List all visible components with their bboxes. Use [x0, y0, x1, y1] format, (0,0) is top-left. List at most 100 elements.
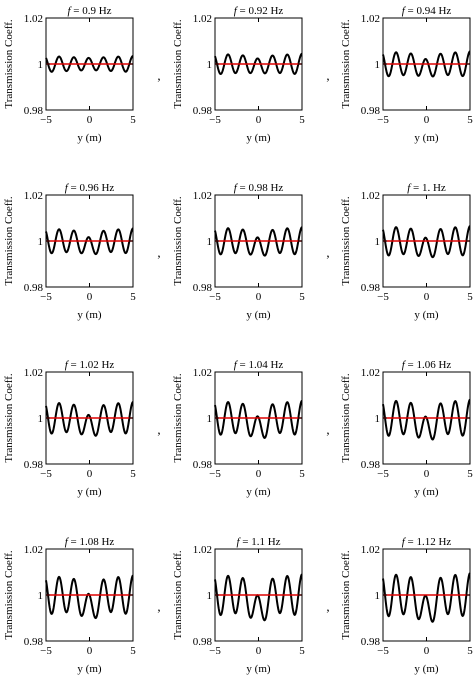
- x-tick-label: −5: [209, 114, 221, 126]
- x-tick-label: 5: [467, 114, 473, 126]
- chart-title: f = 0.92 Hz: [234, 5, 284, 17]
- series-response-line: [382, 50, 471, 78]
- title-equals: =: [410, 182, 422, 194]
- x-tick-label: 5: [299, 468, 305, 480]
- y-tick-label: 0.98: [24, 459, 44, 471]
- y-tick-label: 1: [38, 236, 44, 248]
- x-tick-label: 5: [130, 291, 136, 303]
- chart-title: f = 1.12 Hz: [402, 536, 452, 548]
- series-response-line: [382, 225, 471, 259]
- title-variable: f: [65, 182, 70, 194]
- y-tick-label: 1.02: [193, 190, 212, 202]
- title-unit: Hz: [268, 359, 284, 371]
- title-unit: Hz: [436, 359, 452, 371]
- x-axis-label: y (m): [414, 132, 438, 144]
- x-tick-label: 0: [424, 468, 430, 480]
- y-tick-label: 1: [207, 236, 213, 248]
- x-tick-label: 5: [130, 114, 136, 126]
- chart-panel: f = 1.08 Hz 0.98 1 1.02 −5 0 5 y (m) Transmissio…: [3, 536, 161, 675]
- x-axis-label: y (m): [246, 663, 270, 675]
- chart-title: f = 1.1 Hz: [236, 536, 280, 548]
- title-equals: =: [405, 359, 417, 371]
- series-response-line: [45, 401, 134, 437]
- y-tick-label: 1.02: [361, 544, 380, 556]
- y-tick-label: 1.02: [361, 13, 380, 25]
- chart-title: f = 1.04 Hz: [234, 359, 284, 371]
- y-tick-label: 1.02: [361, 190, 380, 202]
- panel-separator: ,: [157, 422, 160, 437]
- x-tick-label: 0: [256, 645, 262, 657]
- title-unit: Hz: [99, 182, 115, 194]
- y-axis-label: Transmission Coeff.: [3, 373, 15, 462]
- title-variable: f: [234, 359, 239, 371]
- title-unit: Hz: [265, 536, 281, 548]
- y-tick-label: 0.98: [361, 459, 381, 471]
- title-frequency-value: 1.06: [416, 359, 436, 371]
- title-equals: =: [240, 536, 252, 548]
- title-frequency-value: 0.94: [416, 5, 436, 17]
- panel-separator: ,: [326, 245, 329, 260]
- chart-title: f = 0.9 Hz: [67, 5, 111, 17]
- chart-panel: f = 0.94 Hz 0.98 1 1.02 −5 0 5 y (m) Transmissio…: [340, 5, 473, 144]
- x-tick-label: 0: [87, 468, 93, 480]
- panel-separator: ,: [157, 245, 160, 260]
- y-tick-label: 1.02: [361, 367, 380, 379]
- x-tick-label: −5: [40, 114, 52, 126]
- x-tick-label: 0: [87, 291, 93, 303]
- series-response-line: [214, 52, 303, 76]
- chart-title: f = 0.94 Hz: [402, 5, 452, 17]
- y-tick-label: 1: [375, 59, 381, 71]
- y-axis-label: Transmission Coeff.: [340, 19, 352, 108]
- chart-panel: f = 1.06 Hz 0.98 1 1.02 −5 0 5 y (m) Transmissio…: [340, 359, 473, 498]
- title-equals: =: [405, 5, 417, 17]
- title-equals: =: [405, 536, 417, 548]
- title-variable: f: [234, 182, 239, 194]
- chart-title: f = 1.08 Hz: [65, 536, 115, 548]
- y-tick-label: 1: [207, 590, 213, 602]
- title-equals: =: [68, 359, 80, 371]
- title-frequency-value: 0.98: [248, 182, 268, 194]
- title-unit: Hz: [430, 182, 446, 194]
- panel-separator: ,: [326, 599, 329, 614]
- title-frequency-value: 0.96: [79, 182, 99, 194]
- chart-title: f = 1.06 Hz: [402, 359, 452, 371]
- title-unit: Hz: [436, 536, 452, 548]
- x-axis-label: y (m): [246, 132, 270, 144]
- y-tick-label: 0.98: [193, 636, 213, 648]
- y-tick-label: 0.98: [193, 459, 213, 471]
- y-axis-label: Transmission Coeff.: [340, 373, 352, 462]
- x-tick-label: 0: [256, 291, 262, 303]
- title-equals: =: [237, 359, 249, 371]
- x-tick-label: 5: [130, 468, 136, 480]
- x-tick-label: −5: [209, 468, 221, 480]
- x-tick-label: 0: [256, 114, 262, 126]
- x-tick-label: 5: [299, 291, 305, 303]
- y-tick-label: 1.02: [24, 544, 43, 556]
- title-equals: =: [71, 5, 83, 17]
- chart-title: f = 1.02 Hz: [65, 359, 115, 371]
- title-frequency-value: 1.1: [251, 536, 265, 548]
- x-axis-label: y (m): [77, 132, 101, 144]
- title-variable: f: [65, 536, 70, 548]
- x-tick-label: −5: [377, 645, 389, 657]
- y-tick-label: 1: [207, 59, 213, 71]
- y-axis-label: Transmission Coeff.: [172, 19, 184, 108]
- y-tick-label: 1.02: [193, 544, 212, 556]
- x-axis-label: y (m): [246, 486, 270, 498]
- title-frequency-value: 1.04: [248, 359, 268, 371]
- series-response-line: [45, 55, 134, 73]
- chart-panel: f = 0.92 Hz 0.98 1 1.02 −5 0 5 y (m) Transmissio…: [172, 5, 330, 144]
- x-tick-label: 5: [467, 468, 473, 480]
- title-variable: f: [402, 536, 407, 548]
- y-tick-label: 1: [38, 413, 44, 425]
- title-frequency-value: 1.02: [79, 359, 98, 371]
- title-unit: Hz: [99, 536, 115, 548]
- y-axis-label: Transmission Coeff.: [3, 550, 15, 639]
- y-axis-label: Transmission Coeff.: [172, 196, 184, 285]
- chart-panel: f = 1.12 Hz 0.98 1 1.02 −5 0 5 y (m) Transmissio…: [340, 536, 473, 675]
- y-tick-label: 1: [375, 413, 381, 425]
- title-equals: =: [237, 5, 249, 17]
- title-unit: Hz: [268, 5, 284, 17]
